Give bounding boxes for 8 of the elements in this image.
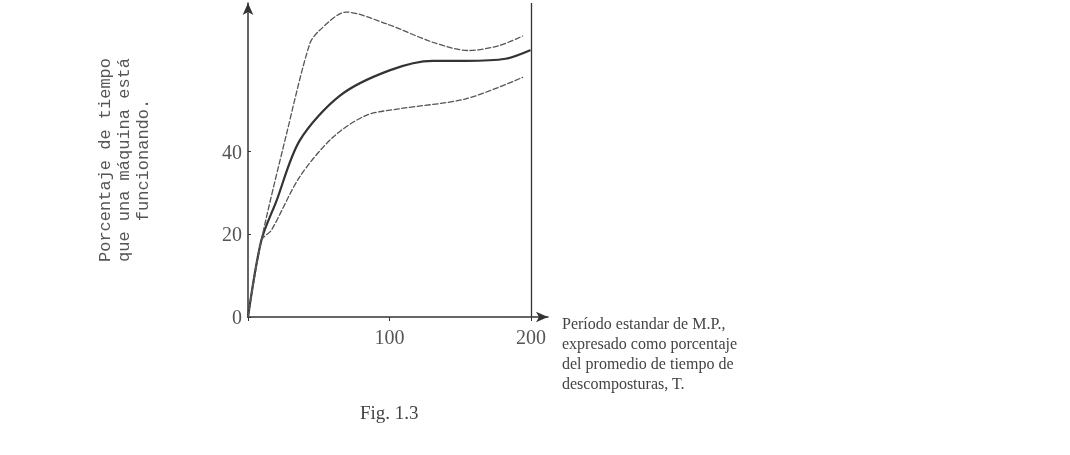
y-tick-label: 0 bbox=[232, 306, 242, 328]
x-tick-label: 100 bbox=[374, 326, 405, 348]
x-tick-label: 200 bbox=[516, 326, 547, 348]
y-axis-title: Porcentaje de tiempo que una máquina está funcionando. bbox=[96, 57, 153, 263]
y-tick-label: 40 bbox=[222, 140, 242, 163]
y-tick-label: 20 bbox=[222, 223, 242, 246]
text: Fig. 1.3 bbox=[360, 402, 419, 423]
x-axis-title: Período estandar de M.P., expresado como porcentaje del promedio de tiempo de descomposturas, T. bbox=[562, 314, 738, 393]
